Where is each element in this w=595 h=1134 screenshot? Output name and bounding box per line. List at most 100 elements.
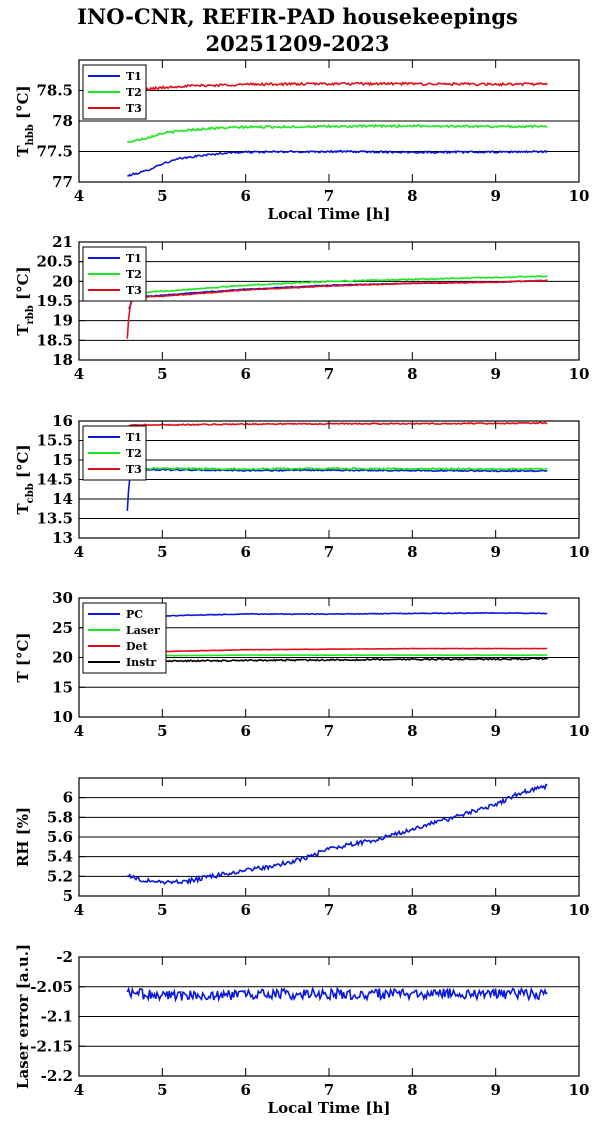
y-tick-label: 30 <box>52 589 73 607</box>
y-tick-label: 78 <box>52 112 73 130</box>
series-line-t3 <box>128 421 548 427</box>
x-tick-label: 7 <box>324 722 334 740</box>
legend-label: Instr <box>126 656 156 669</box>
legend: T1 T2 T3 <box>82 246 147 302</box>
y-tick-label: 19 <box>52 312 73 330</box>
y-tick-label: 78.5 <box>36 82 73 100</box>
series-line-instr <box>128 657 548 664</box>
y-tick-label: 18 <box>52 351 73 369</box>
x-tick-label: 8 <box>407 1081 417 1099</box>
x-tick-label: 6 <box>240 543 250 561</box>
legend-label: T1 <box>126 431 142 444</box>
figure-subtitle: 20251209-2023 <box>205 31 390 56</box>
x-tick-label: 4 <box>74 543 84 561</box>
legend-label: Laser <box>126 624 160 637</box>
x-tick-label: 9 <box>490 365 500 383</box>
series-line-data <box>126 986 548 1003</box>
series-line-t1 <box>127 149 548 177</box>
series-line-t2 <box>128 466 548 473</box>
legend-label: T3 <box>126 463 142 476</box>
y-tick-label: 77 <box>52 173 73 191</box>
chart-panel-4: 4 5 6 7 8 9 10 10 15 20 25 30 T [°C] PC Laser Det Instr <box>14 589 589 740</box>
x-tick-label: 7 <box>324 901 334 919</box>
y-tick-label: 20 <box>52 649 73 667</box>
x-tick-label: 6 <box>240 1081 250 1099</box>
y-tick-label: 5 <box>63 887 73 905</box>
y-axis-label: T [°C] <box>14 632 32 682</box>
figure-title: INO-CNR, REFIR-PAD housekeepings <box>77 4 518 29</box>
x-tick-label: 10 <box>569 365 590 383</box>
y-tick-label: 6 <box>63 789 73 807</box>
x-tick-label: 4 <box>74 722 84 740</box>
series-line-laser <box>129 654 548 658</box>
x-tick-label: 7 <box>324 1081 334 1099</box>
legend-label: T2 <box>126 268 142 281</box>
x-tick-label: 5 <box>157 901 167 919</box>
legend-label: T3 <box>126 102 142 115</box>
y-tick-label: -2.1 <box>41 1008 73 1026</box>
y-axis-label: Tcbb [°C] <box>14 444 36 514</box>
legend: T1 T2 T3 <box>82 425 147 481</box>
x-tick-label: 5 <box>157 543 167 561</box>
chart-panel-6: 4 5 6 7 8 9 10 -2.2 -2.15 -2.1 -2.05 -2 Laser error … <box>14 944 589 1117</box>
x-tick-label: 6 <box>240 722 250 740</box>
x-tick-label: 6 <box>240 187 250 205</box>
legend-label: T1 <box>126 70 142 83</box>
series-line-t2 <box>127 123 548 144</box>
x-tick-label: 8 <box>407 722 417 740</box>
series-line-pc <box>128 611 548 621</box>
x-tick-label: 10 <box>569 901 590 919</box>
y-tick-label: -2 <box>56 948 73 966</box>
x-tick-label: 10 <box>569 722 590 740</box>
y-axis-label: Laser error [a.u.] <box>14 944 32 1089</box>
x-tick-label: 4 <box>74 187 84 205</box>
x-tick-label: 5 <box>157 1081 167 1099</box>
y-tick-label: 13.5 <box>36 510 73 528</box>
x-tick-label: 9 <box>490 1081 500 1099</box>
y-tick-label: -2.15 <box>30 1037 73 1055</box>
legend-label: T3 <box>126 284 142 297</box>
series-line-t3 <box>126 279 548 339</box>
y-tick-label: 19.5 <box>36 292 73 310</box>
x-tick-label: 6 <box>240 901 250 919</box>
y-tick-label: 15 <box>52 678 73 696</box>
y-tick-label: 18.5 <box>36 331 73 349</box>
y-tick-label: 16 <box>52 412 73 430</box>
y-tick-label: 25 <box>52 619 73 637</box>
y-tick-label: 5.6 <box>47 828 73 846</box>
y-tick-label: 21 <box>52 233 73 251</box>
x-tick-label: 7 <box>324 365 334 383</box>
x-tick-label: 9 <box>490 901 500 919</box>
y-tick-label: 5.8 <box>47 808 73 826</box>
y-tick-label: 14.5 <box>36 471 73 489</box>
legend-label: T2 <box>126 86 142 99</box>
x-tick-label: 5 <box>157 365 167 383</box>
y-tick-label: 5.4 <box>47 848 73 866</box>
x-tick-label: 8 <box>407 365 417 383</box>
series-line-data <box>126 783 548 886</box>
legend-label: T1 <box>126 252 142 265</box>
y-tick-label: 14 <box>52 490 73 508</box>
legend-label: Det <box>126 640 149 653</box>
y-axis-label: Thbb [°C] <box>14 85 36 156</box>
y-tick-label: 10 <box>52 708 73 726</box>
y-tick-label: 13 <box>52 529 73 547</box>
x-tick-label: 9 <box>490 722 500 740</box>
y-tick-label: -2.2 <box>41 1067 73 1085</box>
legend: T1 T2 T3 <box>82 64 147 120</box>
x-tick-label: 8 <box>407 901 417 919</box>
y-axis-label: Trbb [°C] <box>14 266 36 335</box>
series-line-det <box>128 647 548 655</box>
x-axis-label: Local Time [h] <box>268 205 391 223</box>
y-tick-label: 15.5 <box>36 432 73 450</box>
legend: PC Laser Det Instr <box>82 602 167 674</box>
series-line-t2 <box>128 275 548 302</box>
y-tick-label: 5.2 <box>47 867 73 885</box>
x-tick-label: 7 <box>324 187 334 205</box>
x-tick-label: 10 <box>569 1081 590 1099</box>
